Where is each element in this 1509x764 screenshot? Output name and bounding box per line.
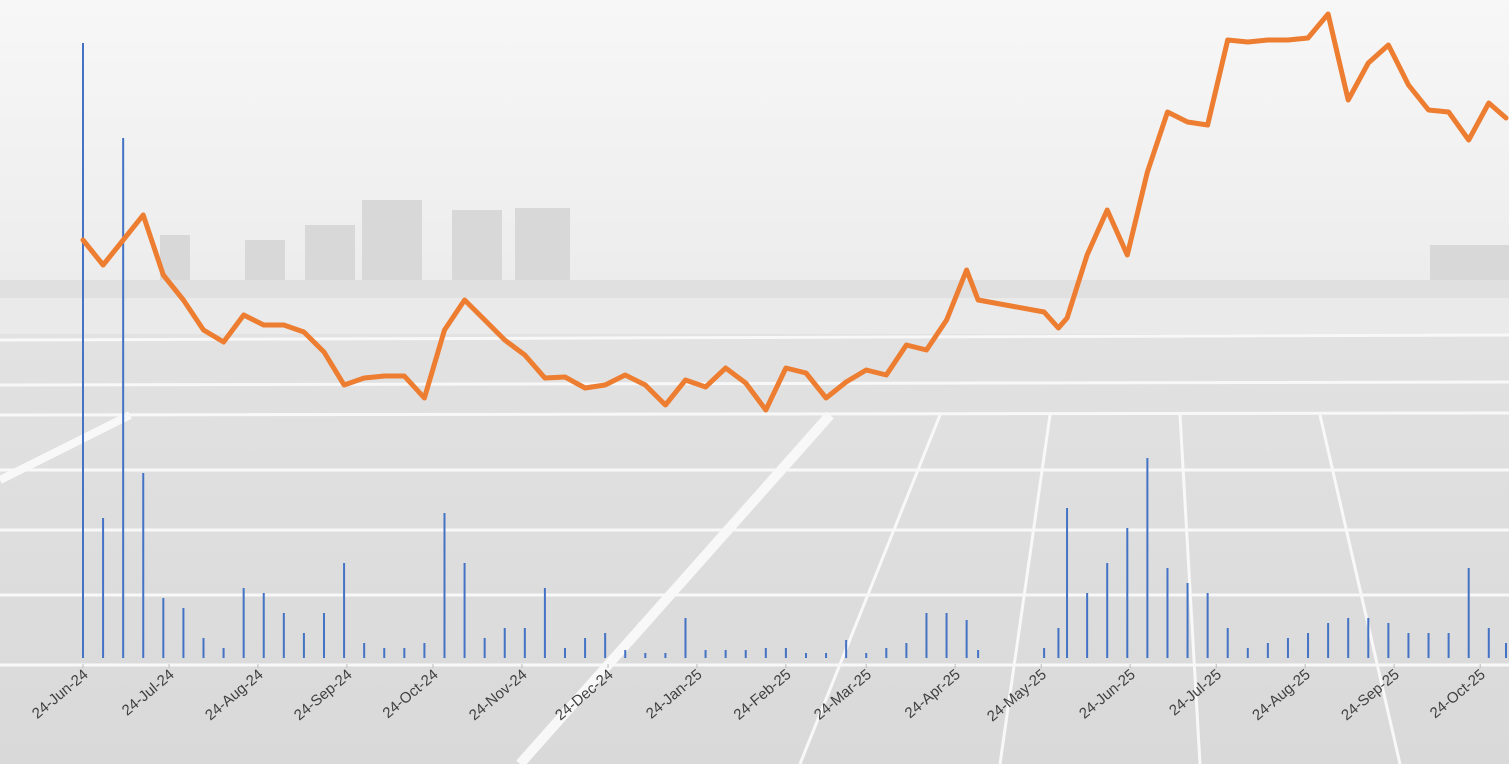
- volume-bar: [905, 643, 908, 658]
- volume-bar: [1387, 623, 1390, 658]
- volume-bar: [1407, 633, 1410, 658]
- volume-bar: [403, 648, 406, 658]
- volume-bar: [977, 650, 980, 658]
- volume-bar: [82, 43, 84, 658]
- volume-bar: [825, 653, 828, 658]
- volume-bar: [624, 650, 627, 658]
- volume-bar: [122, 138, 125, 658]
- price-line: [80, 11, 1509, 413]
- volume-bar: [563, 648, 566, 658]
- volume-bar: [584, 638, 587, 658]
- volume-bar: [1467, 568, 1470, 658]
- volume-bar: [945, 613, 948, 658]
- volume-bar: [1146, 458, 1149, 658]
- volume-bar: [865, 653, 868, 658]
- volume-bar: [1066, 508, 1069, 658]
- volume-bar: [1447, 633, 1450, 658]
- volume-bar: [925, 613, 928, 658]
- volume-bar: [363, 643, 366, 658]
- volume-bar: [885, 648, 888, 658]
- volume-bar: [423, 643, 426, 658]
- volume-bar: [845, 640, 848, 658]
- volume-bar: [1246, 648, 1249, 658]
- volume-bar: [604, 633, 607, 658]
- volume-bar: [1106, 563, 1109, 658]
- volume-bar: [1186, 583, 1189, 658]
- volume-bar: [242, 588, 245, 658]
- volume-bar: [383, 648, 386, 658]
- volume-bar: [764, 648, 767, 658]
- volume-bar: [182, 608, 185, 658]
- volume-bar: [804, 653, 807, 658]
- volume-bar: [1057, 628, 1060, 658]
- volume-bar: [724, 650, 727, 658]
- volume-bar: [744, 650, 747, 658]
- volume-bar: [202, 638, 205, 658]
- volume-bar: [664, 653, 667, 658]
- volume-bar: [523, 628, 526, 658]
- volume-bar: [1505, 643, 1507, 658]
- volume-bar: [343, 563, 346, 658]
- volume-bar: [1307, 633, 1310, 658]
- volume-bar: [503, 628, 506, 658]
- volume-bar: [965, 620, 968, 658]
- volume-bar: [142, 473, 145, 658]
- volume-bar: [282, 613, 285, 658]
- volume-bar: [644, 653, 647, 658]
- volume-bar: [704, 650, 707, 658]
- volume-bar: [322, 613, 325, 658]
- volume-bar: [684, 618, 687, 658]
- volume-bar: [443, 513, 446, 658]
- volume-bar: [102, 518, 105, 658]
- volume-bar: [543, 588, 546, 658]
- volume-bar: [1086, 593, 1089, 658]
- volume-bar: [1166, 568, 1169, 658]
- volume-bar: [1487, 628, 1490, 658]
- volume-bar: [1206, 593, 1209, 658]
- volume-bar: [1367, 618, 1370, 658]
- volume-bar: [1286, 638, 1289, 658]
- volume-bar: [1327, 623, 1330, 658]
- volume-bar: [1347, 618, 1350, 658]
- volume-bar: [463, 563, 466, 658]
- volume-bar: [302, 633, 305, 658]
- volume-bar: [222, 648, 225, 658]
- volume-bar: [162, 598, 165, 658]
- volume-bar: [262, 593, 265, 658]
- volume-bar: [1043, 648, 1046, 658]
- volume-bar: [1126, 528, 1129, 658]
- volume-bar: [1266, 643, 1269, 658]
- volume-bar: [483, 638, 486, 658]
- volume-bar: [1427, 633, 1430, 658]
- volume-bar: [784, 648, 787, 658]
- volume-bar: [1226, 628, 1229, 658]
